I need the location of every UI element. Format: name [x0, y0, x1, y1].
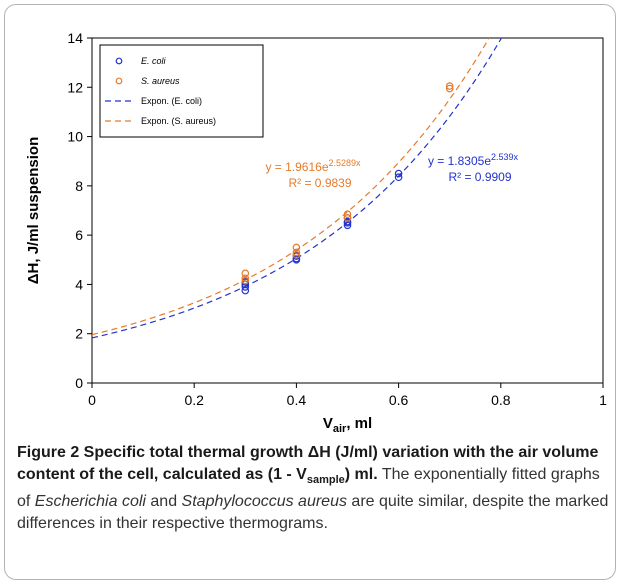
data-point	[292, 243, 301, 252]
y-tick-label: 0	[75, 375, 83, 391]
y-tick-label: 10	[67, 129, 83, 145]
y-tick-label: 4	[75, 276, 83, 292]
data-point	[241, 269, 250, 278]
x-tick-label: 0	[88, 392, 96, 408]
x-tick-label: 0.8	[491, 392, 511, 408]
y-tick-label: 14	[67, 30, 83, 46]
data-point	[394, 169, 403, 178]
caption-species-ecoli: Escherichia coli	[34, 493, 146, 511]
figure-caption: Figure 2 Specific total thermal growth Δ…	[17, 442, 613, 535]
y-tick-label: 6	[75, 227, 83, 243]
data-point	[241, 274, 250, 283]
data-point	[343, 221, 352, 230]
data-point	[292, 251, 301, 259]
fit-r-squared: R² = 0.9839	[288, 176, 351, 190]
legend: E. coli S. aureus Expon. (E. coli) Expon. (…	[99, 44, 264, 138]
fit-equation: y = 1.9616e2.5289x	[265, 158, 361, 174]
x-tick-label: 0.6	[389, 392, 409, 408]
caption-title: Figure 2 Specific total thermal growth Δ…	[17, 444, 599, 487]
legend-label: Expon. (E. coli)	[141, 96, 202, 106]
data-point	[343, 217, 352, 226]
y-tick-label: 12	[67, 79, 83, 95]
x-tick-label: 1	[599, 392, 607, 408]
legend-label: Expon. (S. aureus)	[141, 116, 216, 126]
data-point	[445, 82, 454, 90]
x-tick-label: 0.2	[184, 392, 204, 408]
legend-marker	[115, 77, 123, 85]
legend-label: E. coli	[141, 56, 167, 66]
legend-label: S. aureus	[141, 76, 180, 86]
caption-species-saureus: Staphylococcus aureus	[181, 493, 347, 511]
data-point	[343, 214, 352, 222]
data-point	[241, 276, 250, 285]
x-tick-label: 0.4	[287, 392, 307, 408]
data-point	[394, 173, 403, 182]
y-tick-label: 8	[75, 178, 83, 194]
x-axis-label: Vair, ml	[323, 415, 372, 435]
data-point	[343, 210, 352, 218]
legend-marker	[115, 57, 123, 65]
data-point	[445, 84, 454, 93]
caption-text-3: are quite similar, despite the marked di…	[17, 493, 609, 533]
figure-frame: 0 0.2 0.4 0.6 0.8 1 0 2 4 6 8 10 12 14 Vair, ml ΔH, J/m…	[4, 4, 616, 580]
fit-equation: y = 1.8305e2.539x	[428, 152, 519, 168]
caption-text-2: and	[145, 493, 182, 511]
fit-r-squared: R² = 0.9909	[448, 170, 511, 184]
y-tick-label: 2	[75, 326, 83, 342]
data-point	[292, 248, 301, 257]
y-axis-label: ΔH, J/ml suspension	[25, 137, 42, 284]
legend-box	[99, 44, 264, 138]
caption-text-1: The exponentially fitted graphs of	[17, 466, 600, 511]
